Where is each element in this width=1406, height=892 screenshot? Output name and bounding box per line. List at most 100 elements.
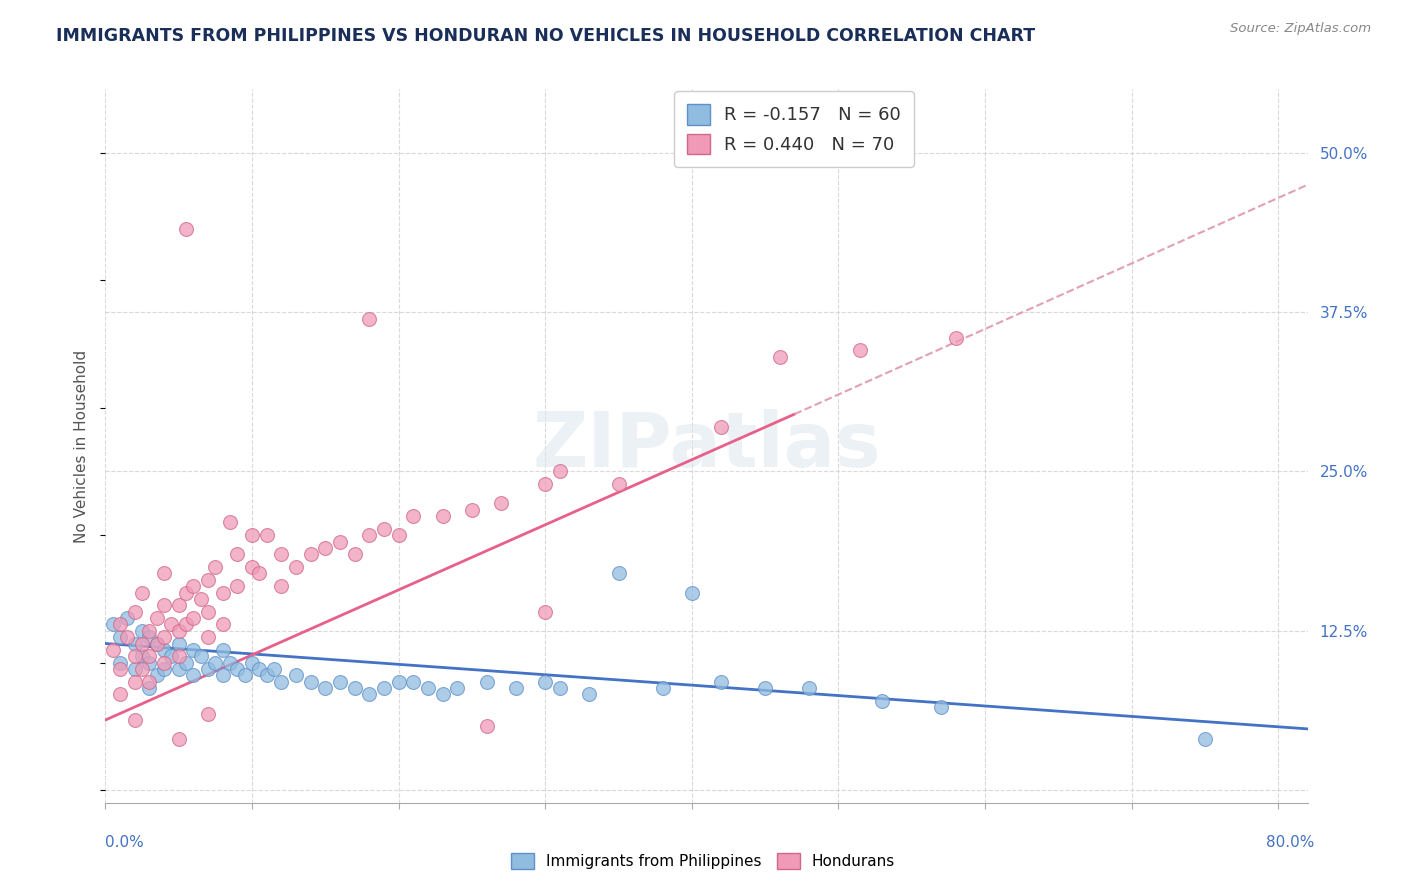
Point (138, 624, 160, 638)
Point (131, 662, 153, 676)
Point (138, 630, 160, 644)
Point (263, 662, 285, 676)
Point (160, 617, 183, 632)
Point (769, 350, 792, 364)
Point (314, 541, 336, 555)
Point (108, 656, 131, 670)
Point (233, 668, 256, 682)
Point (247, 662, 270, 676)
Point (153, 656, 176, 670)
Point (131, 585, 153, 599)
Point (204, 656, 226, 670)
Point (131, 636, 153, 650)
Point (359, 311, 381, 326)
Point (138, 649, 160, 664)
Point (183, 579, 205, 593)
Point (256, 668, 278, 682)
Point (226, 579, 249, 593)
Point (710, 674, 733, 689)
Point (270, 547, 292, 561)
Point (240, 560, 263, 574)
Text: ZIPatlas: ZIPatlas (533, 409, 880, 483)
Point (416, 681, 439, 695)
Point (131, 624, 153, 638)
Point (211, 585, 233, 599)
Point (153, 566, 176, 581)
Point (872, 694, 894, 708)
Point (343, 547, 366, 561)
Point (797, 681, 820, 695)
Point (108, 688, 131, 702)
Point (108, 617, 131, 632)
Point (101, 617, 124, 632)
Point (359, 688, 381, 702)
Point (153, 599, 176, 613)
Point (124, 662, 146, 676)
Point (607, 566, 630, 581)
Point (167, 649, 190, 664)
Point (651, 681, 673, 695)
Point (190, 649, 212, 664)
Point (1194, 732, 1216, 747)
Point (167, 599, 190, 613)
Point (117, 630, 139, 644)
Point (505, 681, 527, 695)
Point (270, 674, 292, 689)
Point (329, 534, 352, 549)
Point (343, 681, 366, 695)
Point (219, 656, 242, 670)
Point (240, 528, 263, 542)
Point (145, 636, 167, 650)
Y-axis label: No Vehicles in Household: No Vehicles in Household (75, 350, 90, 542)
Point (219, 516, 242, 530)
Point (270, 579, 292, 593)
Point (373, 522, 395, 536)
Point (183, 668, 205, 682)
Point (174, 585, 197, 599)
Point (124, 674, 146, 689)
Point (534, 605, 557, 619)
Point (167, 662, 190, 676)
Point (153, 643, 176, 657)
Point (475, 719, 498, 733)
Point (534, 477, 557, 491)
Point (432, 509, 454, 524)
Point (211, 617, 233, 632)
Point (124, 649, 146, 664)
Point (124, 713, 146, 727)
Point (167, 732, 190, 747)
Point (432, 688, 454, 702)
Point (548, 681, 571, 695)
Point (402, 674, 425, 689)
Point (190, 591, 212, 606)
Point (197, 630, 219, 644)
Point (314, 681, 336, 695)
Point (167, 636, 190, 650)
Point (167, 624, 190, 638)
Point (285, 668, 308, 682)
Point (710, 420, 733, 434)
Point (145, 636, 167, 650)
Point (548, 465, 571, 479)
Point (849, 343, 872, 358)
Point (108, 630, 131, 644)
Point (240, 656, 263, 670)
Point (945, 331, 967, 345)
Point (607, 477, 630, 491)
Point (108, 662, 131, 676)
Point (197, 662, 219, 676)
Point (211, 668, 233, 682)
Point (197, 605, 219, 619)
Point (359, 528, 381, 542)
Point (461, 502, 484, 516)
Point (226, 662, 249, 676)
Point (256, 528, 278, 542)
Point (247, 566, 270, 581)
Text: 80.0%: 80.0% (1267, 836, 1315, 850)
Point (475, 674, 498, 689)
Point (299, 547, 322, 561)
Point (124, 636, 146, 650)
Text: Source: ZipAtlas.com: Source: ZipAtlas.com (1230, 22, 1371, 36)
Point (578, 688, 600, 702)
Point (183, 611, 205, 625)
